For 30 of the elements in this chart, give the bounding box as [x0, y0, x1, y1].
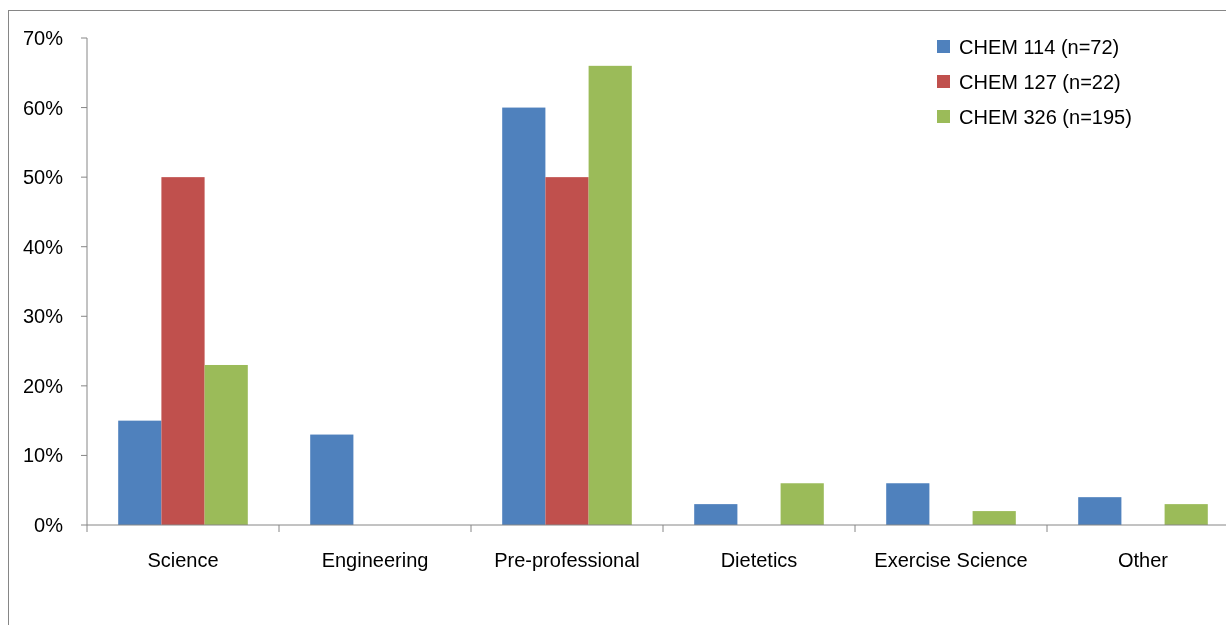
x-tick-label: Dietetics: [720, 549, 798, 571]
legend-label: CHEM 114 (n=72): [959, 36, 1120, 58]
bar: [545, 177, 589, 525]
x-tick-label: Other: [1117, 549, 1169, 571]
y-tick-label: 0%: [34, 514, 64, 536]
bar: [780, 483, 824, 525]
y-tick-label: 30%: [22, 305, 64, 328]
x-tick-label: Science: [147, 549, 219, 571]
legend-label: CHEM 127 (n=22): [959, 71, 1121, 93]
bar: [118, 420, 162, 525]
bar: [161, 177, 205, 525]
bar: [588, 65, 632, 525]
bar: [310, 434, 354, 525]
legend-label: CHEM 326 (n=195): [959, 106, 1132, 128]
bar: [1078, 497, 1122, 525]
bar: [886, 483, 930, 525]
bar: [502, 107, 546, 525]
bar: [694, 504, 738, 525]
y-tick-label: 60%: [22, 96, 64, 119]
y-tick-label: 70%: [22, 27, 64, 49]
x-tick-label: Engineering: [321, 549, 429, 571]
bar: [1164, 504, 1208, 525]
x-tick-label: Exercise Science: [874, 549, 1028, 571]
x-tick-label: Pre-professional: [494, 549, 640, 571]
y-tick-label: 10%: [22, 444, 64, 467]
bar: [204, 364, 248, 525]
y-tick-label: 50%: [22, 166, 64, 189]
y-tick-label: 40%: [22, 235, 64, 258]
y-tick-label: 20%: [22, 374, 64, 397]
bar: [972, 511, 1016, 525]
